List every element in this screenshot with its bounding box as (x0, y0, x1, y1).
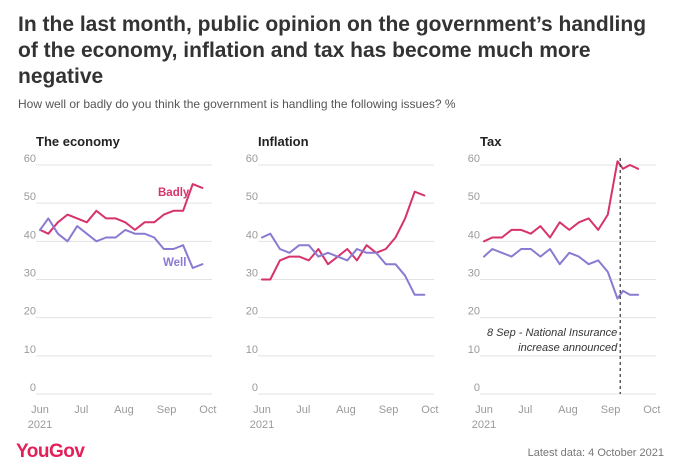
annotation-text-line1: 8 Sep - National Insurance (487, 327, 617, 339)
panel-title: Tax (480, 134, 502, 149)
x-year-label: 2021 (250, 419, 274, 431)
yougov-logo: YouGov (16, 441, 85, 462)
well-series-line (261, 232, 426, 296)
y-tick-label: 60 (246, 153, 258, 165)
x-tick-label: Jun (253, 404, 271, 416)
x-tick-label: Oct (643, 404, 660, 416)
y-tick-label: 50 (468, 191, 480, 203)
y-tick-label: 10 (246, 344, 258, 356)
x-tick-label: Sep (379, 404, 399, 416)
latest-data-note: Latest data: 4 October 2021 (527, 447, 664, 459)
badly-series-label: Badly (158, 187, 190, 199)
y-tick-label: 40 (468, 229, 480, 241)
y-tick-label: 30 (246, 268, 258, 280)
x-tick-label: Aug (336, 404, 356, 416)
y-tick-label: 50 (246, 191, 258, 203)
y-tick-label: 10 (24, 344, 36, 356)
x-tick-label: Sep (601, 404, 621, 416)
y-tick-label: 30 (24, 268, 36, 280)
y-tick-label: 20 (468, 306, 480, 318)
badly-series-line (39, 183, 204, 235)
panel-2: Tax 0 10 20 30 40 50 60 Jun Jul Aug Sep Oct 2021 8 Sep… (468, 134, 661, 431)
y-tick-label: 20 (24, 306, 36, 318)
y-tick-label: 50 (24, 191, 36, 203)
y-tick-label: 0 (252, 382, 258, 394)
x-tick-label: Oct (199, 404, 216, 416)
annotation-text-line2: increase announced (518, 342, 618, 354)
y-tick-label: 0 (474, 382, 480, 394)
well-series-line (39, 217, 204, 269)
x-year-label: 2021 (28, 419, 52, 431)
panel-title: Inflation (258, 134, 309, 149)
x-tick-label: Jul (518, 404, 532, 416)
x-tick-label: Jun (475, 404, 493, 416)
panel-1: Inflation 0 10 20 30 40 50 60 Jun Jul Aug Sep Oct 202… (246, 134, 439, 431)
panel-0: The economy 0 10 20 30 40 50 60 Jun Jul Aug Sep Oct 2… (24, 134, 217, 431)
y-tick-label: 30 (468, 268, 480, 280)
x-tick-label: Oct (421, 404, 438, 416)
y-tick-label: 10 (468, 344, 480, 356)
y-tick-label: 40 (246, 229, 258, 241)
y-tick-label: 20 (246, 306, 258, 318)
chart-subtitle: How well or badly do you think the gover… (18, 97, 456, 111)
y-tick-label: 0 (30, 382, 36, 394)
well-series-line (483, 248, 640, 300)
x-tick-label: Jul (296, 404, 310, 416)
y-tick-label: 60 (468, 153, 480, 165)
x-tick-label: Sep (157, 404, 177, 416)
well-series-label: Well (163, 257, 186, 269)
badly-series-line (261, 190, 426, 281)
panel-title: The economy (36, 134, 121, 149)
y-tick-label: 40 (24, 229, 36, 241)
x-tick-label: Aug (114, 404, 134, 416)
x-tick-label: Jun (31, 404, 49, 416)
y-tick-label: 60 (24, 153, 36, 165)
x-tick-label: Jul (74, 404, 88, 416)
x-year-label: 2021 (472, 419, 496, 431)
x-tick-label: Aug (558, 404, 578, 416)
chart-title: In the last month, public opinion on the… (18, 13, 647, 88)
badly-series-line (483, 160, 640, 243)
